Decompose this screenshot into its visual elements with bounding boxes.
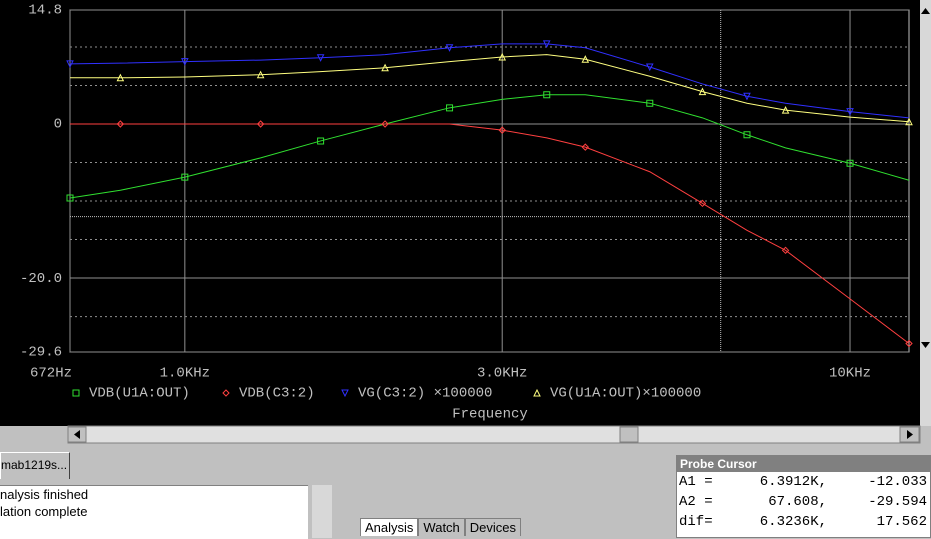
series-line bbox=[70, 123, 910, 344]
cursor-cell: dif= bbox=[679, 514, 713, 530]
legend-label: VDB(U1A:OUT) bbox=[89, 386, 190, 402]
cursor-cell: A2 = bbox=[679, 494, 713, 510]
cursor-cell: 17.562 bbox=[876, 514, 927, 530]
marker bbox=[446, 104, 454, 112]
marker bbox=[698, 87, 707, 96]
marker bbox=[381, 63, 389, 72]
marker bbox=[317, 137, 325, 145]
marker bbox=[498, 126, 506, 134]
output-pane: nalysis finished lation complete bbox=[0, 485, 308, 539]
marker bbox=[743, 92, 751, 101]
marker bbox=[698, 199, 707, 208]
marker bbox=[905, 339, 913, 348]
x-tick-label: 1.0KHz bbox=[160, 366, 210, 382]
marker bbox=[256, 70, 265, 79]
scroll-left-arrow bbox=[74, 430, 80, 439]
scroll-up[interactable] bbox=[921, 8, 930, 14]
marker bbox=[316, 54, 325, 62]
marker bbox=[181, 173, 189, 181]
cursor-row: A2 = 67.608, -29.594 bbox=[677, 492, 930, 512]
marker bbox=[381, 120, 389, 128]
cursor-cell: -12.033 bbox=[868, 474, 927, 490]
horizontal-scrollbar[interactable] bbox=[67, 425, 921, 444]
y-tick-label: -20.0 bbox=[20, 271, 62, 287]
series-line bbox=[69, 43, 910, 119]
legend-marker bbox=[72, 389, 80, 397]
marker bbox=[846, 108, 854, 116]
output-scrollbar[interactable] bbox=[312, 485, 332, 538]
marker bbox=[66, 194, 74, 202]
probe-cursor-panel: Probe Cursor A1 = 6.3912K, -12.033 A2 = 67.6… bbox=[676, 455, 931, 538]
marker bbox=[781, 106, 790, 114]
legend-label: VDB(C3:2) bbox=[239, 386, 315, 402]
marker bbox=[66, 60, 74, 69]
legend-label: VG(C3:2) ×100000 bbox=[358, 386, 492, 402]
x-axis-label: Frequency bbox=[452, 407, 528, 423]
output-line: nalysis finished bbox=[0, 487, 89, 502]
marker bbox=[256, 120, 265, 128]
marker bbox=[498, 52, 507, 61]
marker bbox=[542, 40, 551, 49]
panel-title: Probe Cursor bbox=[677, 456, 930, 472]
vertical-scrollbar[interactable] bbox=[920, 0, 931, 426]
y-tick-label: -29.6 bbox=[20, 345, 62, 361]
marker bbox=[645, 63, 654, 72]
legend-marker bbox=[222, 389, 230, 397]
x-tick-label: 3.0KHz bbox=[477, 366, 527, 382]
marker bbox=[445, 44, 454, 52]
marker bbox=[846, 159, 854, 167]
marker bbox=[543, 91, 551, 99]
output-line: lation complete bbox=[0, 504, 88, 519]
chart: 14.8 0 -20.0 -29.6 672Hz 1.0KHz 3.0KHz 10KHz VDB… bbox=[20, 3, 913, 402]
legend-marker bbox=[533, 388, 541, 397]
marker bbox=[116, 73, 125, 82]
y-tick-label: 0 bbox=[54, 117, 62, 133]
marker bbox=[581, 143, 590, 151]
cursor-cell: 6.3236K, bbox=[759, 514, 827, 530]
marker bbox=[646, 99, 654, 107]
file-tab[interactable]: mab1219s... bbox=[0, 452, 70, 479]
plot-window: Frequency 14.8 0 -20.0 -29.6 672Hz 1.0KHz 3.0K… bbox=[0, 0, 931, 444]
tab[interactable]: Analysis bbox=[360, 518, 419, 536]
x-tick-label: 10KHz bbox=[829, 366, 871, 382]
marker bbox=[181, 58, 189, 66]
legend-label: VG(U1A:OUT)×100000 bbox=[550, 386, 701, 402]
marker bbox=[781, 246, 790, 255]
series-line bbox=[69, 94, 910, 199]
tab[interactable]: Devices bbox=[464, 518, 522, 536]
scroll-thumb[interactable] bbox=[619, 426, 639, 443]
cursor-cell: A1 = bbox=[679, 474, 713, 490]
cursor-cell: 67.608, bbox=[768, 494, 827, 510]
series-line bbox=[70, 54, 910, 123]
marker bbox=[743, 131, 751, 139]
legend-marker bbox=[341, 389, 349, 398]
cursor-row: dif= 6.3236K, 17.562 bbox=[677, 512, 930, 532]
scroll-right-arrow bbox=[907, 430, 913, 439]
tab[interactable]: Watch bbox=[418, 518, 465, 536]
marker bbox=[116, 120, 125, 128]
marker bbox=[581, 55, 590, 63]
bottom-tabs: Analysis Watch Devices bbox=[360, 518, 670, 538]
cursor-cell: 6.3912K, bbox=[759, 474, 827, 490]
y-tick-label: 14.8 bbox=[28, 3, 62, 19]
cursor-cell: -29.594 bbox=[868, 494, 927, 510]
plot-background bbox=[0, 0, 920, 426]
x-tick-label: 672Hz bbox=[30, 366, 72, 382]
marker bbox=[905, 117, 913, 126]
cursor-row: A1 = 6.3912K, -12.033 bbox=[677, 472, 930, 492]
scroll-down[interactable] bbox=[921, 342, 930, 348]
